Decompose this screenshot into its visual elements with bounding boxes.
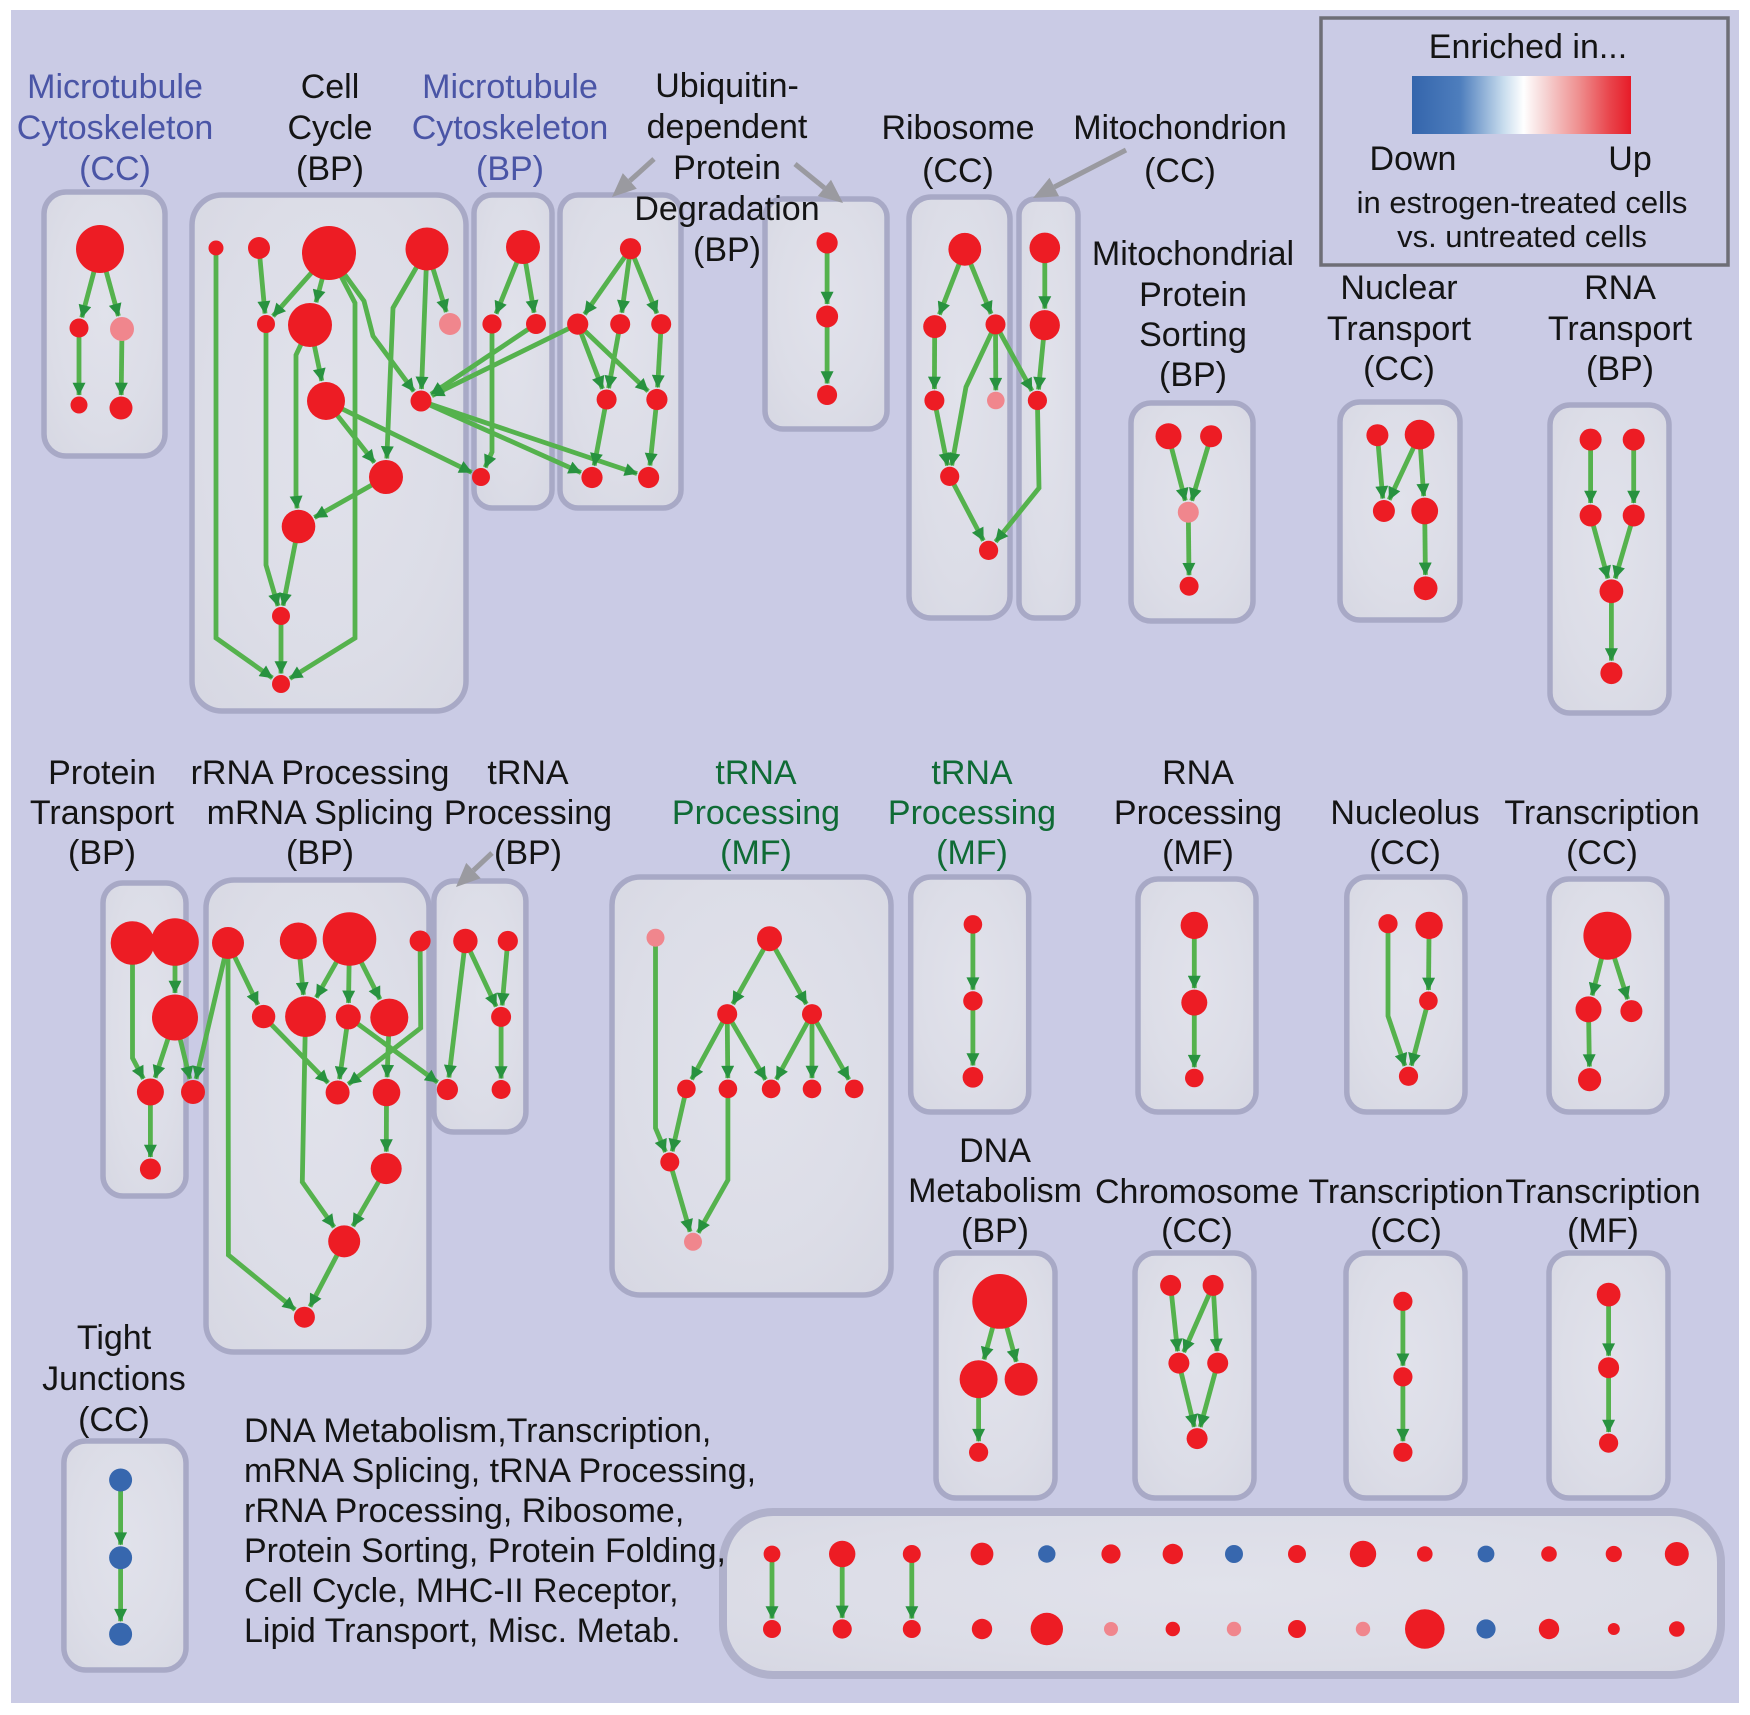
svg-text:Microtubule: Microtubule — [27, 68, 203, 106]
svg-text:mRNA Splicing, tRNA Processing: mRNA Splicing, tRNA Processing, — [244, 1452, 756, 1490]
svg-text:rRNA Processing: rRNA Processing — [191, 754, 450, 792]
svg-text:Cytoskeleton: Cytoskeleton — [412, 109, 609, 147]
svg-text:Nuclear: Nuclear — [1340, 269, 1457, 307]
svg-text:(BP): (BP) — [296, 150, 364, 188]
svg-text:(MF): (MF) — [936, 834, 1008, 872]
svg-text:Down: Down — [1370, 140, 1457, 178]
svg-text:RNA: RNA — [1162, 754, 1234, 792]
svg-text:Mitochondrial: Mitochondrial — [1092, 235, 1294, 273]
svg-text:(CC): (CC) — [79, 150, 151, 188]
svg-text:Ubiquitin-: Ubiquitin- — [655, 67, 799, 105]
svg-text:mRNA Splicing: mRNA Splicing — [207, 794, 434, 832]
svg-text:Ribosome: Ribosome — [881, 109, 1034, 147]
svg-text:(BP): (BP) — [693, 231, 761, 269]
svg-text:DNA Metabolism,Transcription,: DNA Metabolism,Transcription, — [244, 1412, 711, 1450]
svg-text:Transcription: Transcription — [1504, 794, 1699, 832]
svg-text:(BP): (BP) — [286, 834, 354, 872]
svg-text:(CC): (CC) — [1161, 1212, 1233, 1250]
svg-text:(CC): (CC) — [922, 152, 994, 190]
svg-text:(CC): (CC) — [1370, 1212, 1442, 1250]
svg-text:(CC): (CC) — [1369, 834, 1441, 872]
svg-text:Cytoskeleton: Cytoskeleton — [17, 109, 214, 147]
svg-text:dependent: dependent — [647, 108, 808, 146]
svg-text:Processing: Processing — [888, 794, 1056, 832]
svg-text:vs. untreated cells: vs. untreated cells — [1397, 219, 1647, 254]
svg-text:Microtubule: Microtubule — [422, 68, 598, 106]
svg-text:RNA: RNA — [1584, 269, 1656, 307]
svg-text:Protein: Protein — [48, 754, 156, 792]
svg-text:(MF): (MF) — [1162, 834, 1234, 872]
svg-text:Sorting: Sorting — [1139, 316, 1247, 354]
svg-text:Transcription: Transcription — [1308, 1173, 1503, 1211]
svg-text:Transport: Transport — [1327, 310, 1472, 348]
svg-text:Transport: Transport — [30, 794, 175, 832]
svg-text:(CC): (CC) — [1363, 350, 1435, 388]
svg-text:Protein: Protein — [1139, 276, 1247, 314]
svg-text:(BP): (BP) — [961, 1212, 1029, 1250]
svg-text:Cell Cycle, MHC-II Receptor,: Cell Cycle, MHC-II Receptor, — [244, 1572, 679, 1610]
svg-text:Protein Sorting, Protein Foldi: Protein Sorting, Protein Folding, — [244, 1532, 726, 1570]
svg-text:Metabolism: Metabolism — [908, 1172, 1082, 1210]
svg-text:Cycle: Cycle — [287, 109, 372, 147]
svg-text:Enriched in...: Enriched in... — [1429, 28, 1627, 66]
svg-text:Transport: Transport — [1548, 310, 1693, 348]
svg-text:(CC): (CC) — [78, 1401, 150, 1439]
svg-text:Transcription: Transcription — [1505, 1173, 1700, 1211]
svg-text:Junctions: Junctions — [42, 1360, 186, 1398]
svg-text:in estrogen-treated cells: in estrogen-treated cells — [1357, 185, 1688, 220]
svg-text:(CC): (CC) — [1144, 152, 1216, 190]
svg-text:(MF): (MF) — [1567, 1212, 1639, 1250]
svg-text:Degradation: Degradation — [634, 190, 819, 228]
svg-text:Up: Up — [1608, 140, 1651, 178]
svg-text:Tight: Tight — [77, 1319, 152, 1357]
svg-text:(MF): (MF) — [720, 834, 792, 872]
svg-text:Nucleolus: Nucleolus — [1330, 794, 1479, 832]
svg-text:tRNA: tRNA — [931, 754, 1013, 792]
svg-text:Chromosome: Chromosome — [1095, 1173, 1299, 1211]
svg-text:(BP): (BP) — [1586, 350, 1654, 388]
svg-text:Lipid Transport, Misc. Metab.: Lipid Transport, Misc. Metab. — [244, 1612, 681, 1650]
svg-text:tRNA: tRNA — [487, 754, 569, 792]
svg-text:(BP): (BP) — [68, 834, 136, 872]
svg-text:Processing: Processing — [1114, 794, 1282, 832]
svg-text:tRNA: tRNA — [715, 754, 797, 792]
svg-text:Mitochondrion: Mitochondrion — [1073, 109, 1287, 147]
svg-text:Processing: Processing — [444, 794, 612, 832]
svg-text:(BP): (BP) — [1159, 356, 1227, 394]
svg-text:Cell: Cell — [301, 68, 360, 106]
svg-text:DNA: DNA — [959, 1132, 1031, 1170]
svg-text:(CC): (CC) — [1566, 834, 1638, 872]
svg-text:Processing: Processing — [672, 794, 840, 832]
svg-text:(BP): (BP) — [494, 834, 562, 872]
svg-text:rRNA Processing, Ribosome,: rRNA Processing, Ribosome, — [244, 1492, 684, 1530]
svg-text:Protein: Protein — [673, 149, 781, 187]
svg-text:(BP): (BP) — [476, 150, 544, 188]
